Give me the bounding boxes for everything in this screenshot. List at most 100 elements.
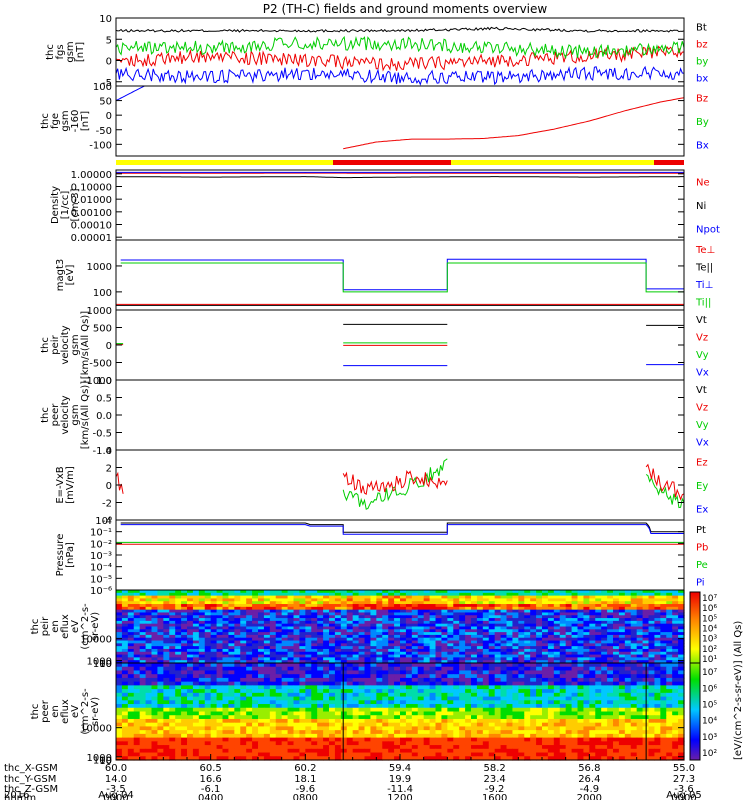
spectrogram-cell	[465, 657, 472, 661]
spectrogram-cell	[429, 615, 437, 619]
spectrogram-cell	[571, 618, 579, 622]
spectrogram-cell	[494, 612, 502, 616]
spectrogram-cell	[240, 637, 247, 642]
spectrogram-cell	[370, 592, 377, 597]
spectrogram-cell	[299, 677, 306, 683]
spectrogram-cell	[648, 677, 656, 683]
spectrogram-cell	[630, 623, 638, 628]
spectrogram-cell	[334, 620, 342, 625]
spectrogram-cell	[553, 692, 561, 698]
spectrogram-cell	[382, 648, 389, 653]
spectrogram-cell	[145, 654, 153, 658]
spectrogram-cell	[121, 657, 129, 661]
spectrogram-cell	[553, 612, 561, 616]
spectrogram-cell	[435, 609, 443, 614]
spectrogram-cell	[240, 741, 247, 746]
spectrogram-cell	[518, 606, 525, 611]
spectrogram-cell	[216, 626, 224, 630]
spectrogram-cell	[346, 733, 354, 739]
spectrogram-cell	[181, 640, 188, 644]
spectrogram-cell	[269, 718, 277, 724]
spectrogram-cell	[571, 606, 579, 611]
spectrogram-cell	[565, 640, 573, 644]
spectrogram-cell	[678, 615, 685, 619]
spectrogram-cell	[672, 601, 679, 605]
spectrogram-cell	[542, 634, 549, 639]
spectrogram-cell	[258, 663, 265, 668]
spectrogram-cell	[506, 648, 514, 653]
spectrogram-cell	[423, 670, 431, 675]
spectrogram-cell	[547, 592, 555, 597]
spectrogram-cell	[116, 604, 123, 608]
spectrogram-cell	[595, 733, 602, 739]
spectrogram-cell	[281, 741, 289, 746]
spectrogram-cell	[506, 711, 514, 716]
spectrogram-cell	[589, 629, 596, 633]
spectrogram-cell	[601, 722, 608, 728]
spectrogram-cell	[536, 733, 543, 739]
spectrogram-cell	[453, 648, 460, 653]
panel-frame	[115, 379, 685, 451]
spectrogram-cell	[139, 595, 147, 600]
spectrogram-cell	[459, 696, 466, 701]
spectrogram-cell	[210, 681, 218, 686]
spectrogram-cell	[258, 707, 265, 713]
spectrogram-cell	[613, 646, 620, 650]
spectrogram-cell	[559, 737, 567, 742]
spectrogram-cell	[364, 604, 372, 608]
spectrogram-cell	[441, 648, 448, 653]
spectrogram-cell	[482, 666, 490, 672]
spectrogram-cell	[648, 745, 656, 750]
spectrogram-cell	[329, 741, 336, 746]
spectrogram-cell	[234, 730, 241, 735]
y-tick-label: 10000	[80, 635, 112, 646]
spectrogram-cell	[275, 651, 283, 656]
spectrogram-cell	[482, 615, 490, 619]
spectrogram-cell	[530, 670, 537, 675]
spectrogram-cell	[613, 689, 620, 694]
spectrogram-cell	[181, 700, 188, 705]
spectrogram-cell	[601, 704, 608, 709]
spectrogram-cell	[453, 700, 460, 705]
spectrogram-cell	[263, 646, 271, 650]
spectrogram-cell	[429, 704, 437, 709]
spectrogram-cell	[607, 741, 614, 746]
spectrogram-cell	[382, 620, 389, 625]
spectrogram-cell	[388, 696, 395, 701]
spectrogram-cell	[287, 592, 295, 597]
spectrogram-cell	[536, 629, 543, 633]
spectrogram-cell	[281, 598, 289, 602]
y-axis-label: thc	[45, 44, 56, 60]
spectrogram-cell	[666, 654, 673, 658]
spectrogram-cell	[423, 651, 431, 656]
spectrogram-cell	[660, 677, 667, 683]
spectrogram-cell	[275, 718, 283, 724]
spectrogram-cell	[411, 595, 419, 600]
spectrogram-cell	[536, 689, 543, 694]
spectrogram-cell	[252, 737, 259, 742]
spectrogram-cell	[240, 715, 247, 720]
spectrogram-cell	[216, 657, 224, 661]
spectrogram-cell	[240, 722, 247, 728]
spectrogram-cell	[613, 666, 620, 672]
spectrogram-cell	[388, 726, 395, 731]
spectrogram-cell	[524, 595, 531, 600]
spectrogram-cell	[340, 618, 348, 622]
spectrogram-cell	[358, 592, 366, 597]
spectrogram-cell	[482, 692, 490, 698]
spectrogram-cell	[441, 592, 448, 597]
spectrogram-cell	[116, 651, 123, 656]
spectrogram-cell	[530, 609, 537, 614]
spectrogram-cell	[589, 711, 596, 716]
spectrogram-cell	[595, 677, 602, 683]
spectrogram-cell	[642, 612, 650, 616]
spectrogram-cell	[577, 696, 585, 701]
spectrogram-cell	[488, 745, 496, 750]
spectrogram-cell	[494, 700, 502, 705]
spectrogram-cell	[648, 660, 656, 664]
spectrogram-cell	[654, 707, 661, 713]
spectrogram-cell	[169, 640, 176, 644]
spectrogram-cell	[678, 634, 685, 639]
spectrogram-cell	[352, 681, 360, 686]
spectrogram-cell	[275, 595, 283, 600]
